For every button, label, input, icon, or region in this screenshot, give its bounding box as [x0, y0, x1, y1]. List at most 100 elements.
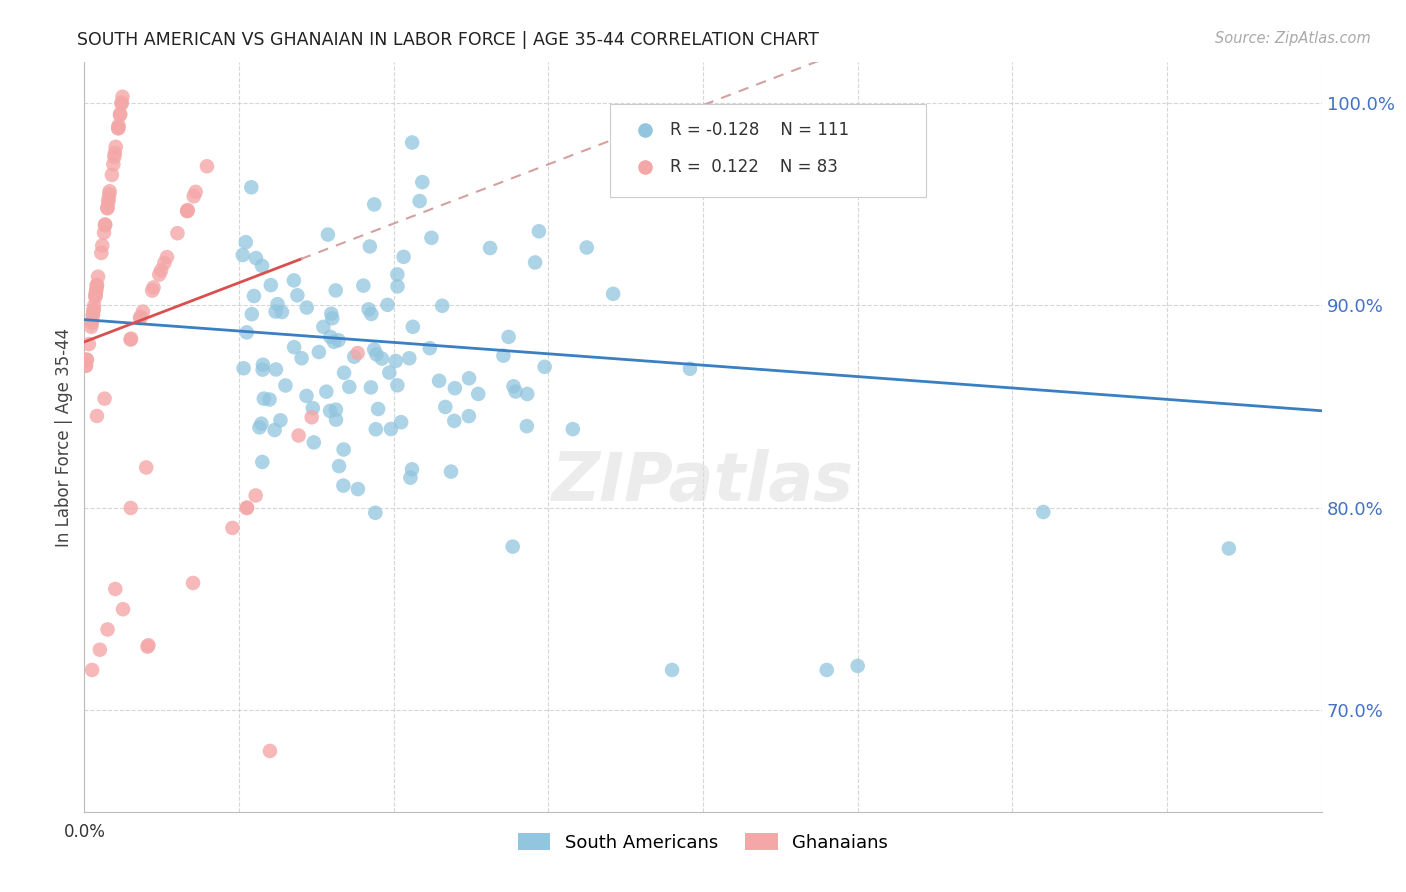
Point [359, 239, 381, 253]
Point [90, 246, 112, 260]
Point [352, 278, 374, 293]
Point [337, 380, 360, 394]
Point [77, 337, 100, 351]
Point [259, 744, 281, 758]
Point [527, 224, 550, 238]
Point [176, 203, 198, 218]
Point [347, 482, 370, 496]
Point [516, 387, 538, 401]
Point [357, 302, 380, 317]
Point [232, 248, 254, 262]
Point [80, 314, 103, 328]
Point [1032, 505, 1054, 519]
Point [235, 501, 257, 516]
Point [166, 226, 188, 240]
Point [377, 298, 399, 312]
Point [321, 307, 343, 321]
Point [467, 387, 489, 401]
Point [84, 290, 107, 304]
Point [236, 500, 259, 515]
Point [107, 121, 129, 136]
Point [1218, 541, 1240, 556]
Point [360, 380, 382, 394]
Y-axis label: In Labor Force | Age 35-44: In Labor Force | Age 35-44 [55, 327, 73, 547]
Point [378, 366, 401, 380]
Point [389, 415, 412, 429]
Point [94, 219, 117, 233]
Point [243, 289, 266, 303]
Text: Source: ZipAtlas.com: Source: ZipAtlas.com [1215, 31, 1371, 46]
Point [498, 330, 520, 344]
Point [263, 423, 285, 437]
Point [502, 379, 524, 393]
Point [76, 353, 98, 368]
Point [240, 307, 263, 321]
Point [384, 354, 406, 368]
Point [96, 201, 118, 215]
Point [93, 392, 115, 406]
Point [364, 506, 387, 520]
Point [815, 663, 838, 677]
Point [325, 284, 347, 298]
Point [427, 374, 450, 388]
FancyBboxPatch shape [610, 103, 925, 197]
Point [291, 351, 314, 366]
Point [333, 366, 356, 380]
Point [83, 302, 105, 317]
Text: SOUTH AMERICAN VS GHANAIAN IN LABOR FORCE | AGE 35-44 CORRELATION CHART: SOUTH AMERICAN VS GHANAIAN IN LABOR FORC… [77, 31, 820, 49]
Point [249, 420, 271, 434]
Point [524, 255, 547, 269]
Text: R =  0.122    N = 83: R = 0.122 N = 83 [669, 159, 838, 177]
Point [98, 187, 121, 202]
Point [408, 194, 430, 208]
Text: R = -0.128    N = 111: R = -0.128 N = 111 [669, 121, 849, 139]
Point [96, 623, 118, 637]
Point [274, 378, 297, 392]
Point [364, 422, 387, 436]
Point [505, 384, 527, 399]
Point [83, 299, 105, 313]
Point [321, 311, 343, 326]
Point [84, 286, 107, 301]
Point [387, 279, 409, 293]
Point [176, 203, 198, 218]
Point [360, 307, 382, 321]
Point [120, 500, 142, 515]
Point [97, 192, 120, 206]
Point [86, 278, 108, 293]
Point [401, 462, 423, 476]
Point [82, 308, 104, 322]
Point [283, 340, 305, 354]
Point [457, 409, 479, 424]
Point [315, 384, 337, 399]
Point [346, 346, 368, 360]
Point [328, 333, 350, 347]
Point [104, 146, 127, 161]
Point [98, 184, 121, 198]
Point [75, 359, 97, 373]
Point [479, 241, 502, 255]
Point [111, 95, 134, 110]
Point [87, 269, 110, 284]
Point [773, 278, 796, 293]
Point [136, 640, 159, 654]
Point [93, 226, 115, 240]
Point [138, 638, 160, 652]
Point [240, 180, 263, 194]
Point [84, 288, 107, 302]
Point [148, 268, 170, 282]
Point [120, 332, 142, 346]
Point [401, 136, 423, 150]
Text: ZIPatlas: ZIPatlas [553, 449, 853, 515]
Point [295, 389, 318, 403]
Point [86, 281, 108, 295]
Point [434, 400, 457, 414]
Text: 0.0%: 0.0% [63, 823, 105, 841]
Point [319, 330, 342, 344]
Point [232, 361, 254, 376]
Point [602, 286, 624, 301]
Point [82, 308, 104, 322]
Point [96, 201, 118, 215]
Point [846, 659, 869, 673]
Point [363, 343, 385, 357]
